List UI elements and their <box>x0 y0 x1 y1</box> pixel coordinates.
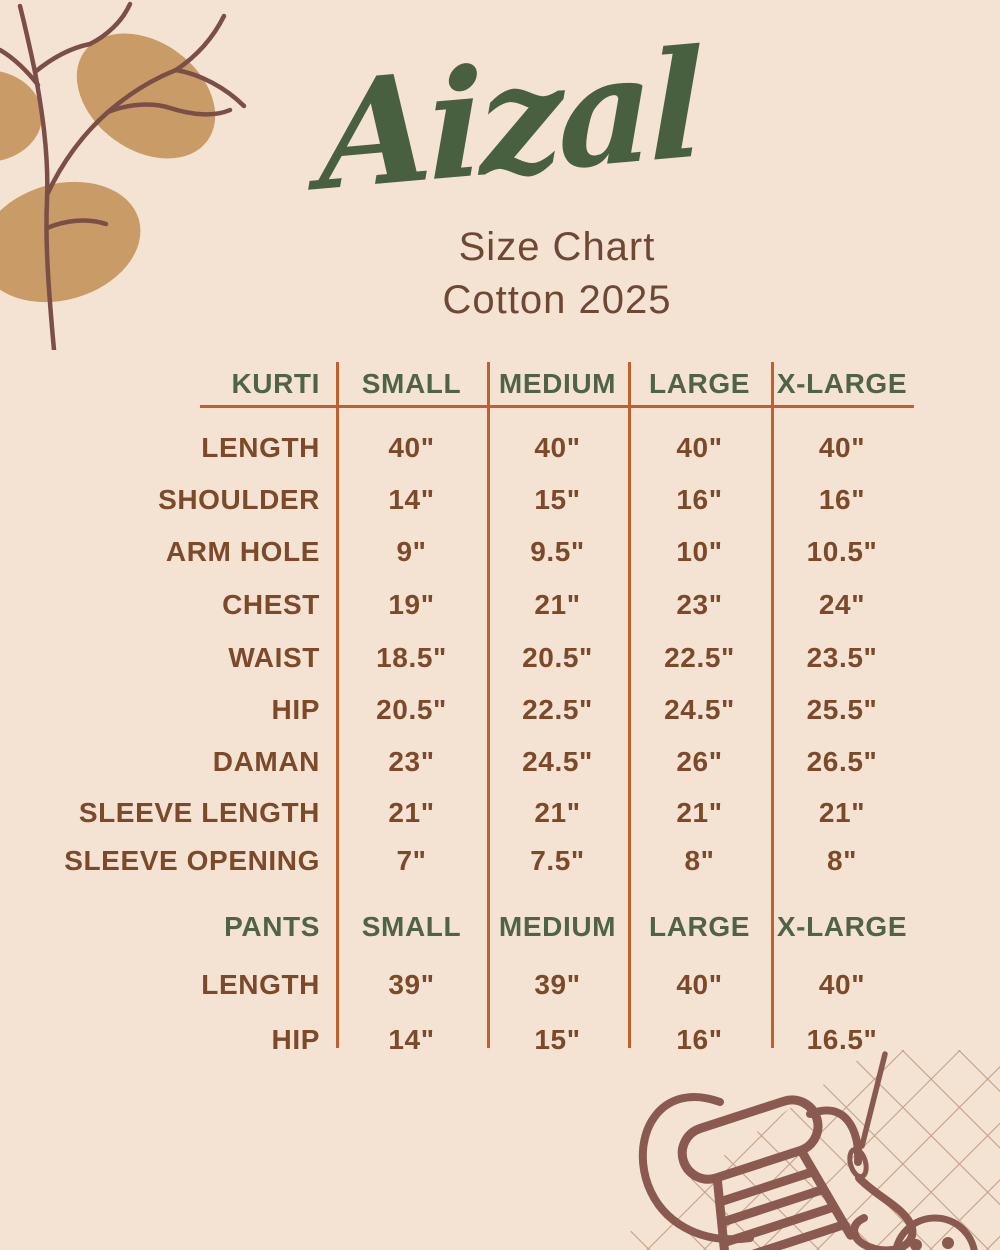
size-value-cell: 10" <box>676 536 723 567</box>
column-header-large: LARGE <box>649 911 750 942</box>
table-row-chest: CHEST 19" 21" 23" 24" <box>0 579 913 631</box>
row-label: SHOULDER <box>158 484 320 515</box>
size-value-cell: 22.5" <box>664 642 735 673</box>
size-value-cell: 14" <box>388 1024 435 1055</box>
column-header-medium: MEDIUM <box>498 911 617 942</box>
subtitle-size-chart: Size Chart <box>458 225 656 269</box>
size-value-cell: 24.5" <box>522 746 593 777</box>
size-value-cell: 9.5" <box>530 536 585 567</box>
size-value-cell: 8" <box>826 845 858 876</box>
row-label: SLEEVE OPENING <box>64 845 320 876</box>
row-label: HIP <box>271 694 320 725</box>
size-value-cell: 14" <box>388 484 435 515</box>
thread-spool-icon <box>677 1095 856 1250</box>
row-label: CHEST <box>222 589 320 620</box>
size-value-cell: 23" <box>388 746 435 777</box>
size-value-cell: 15" <box>534 484 581 515</box>
size-value-cell: 39" <box>388 969 435 1000</box>
table-grid-line <box>336 362 339 1048</box>
row-label: LENGTH <box>201 432 320 463</box>
table-grid-line <box>771 362 774 1048</box>
size-value-cell: 16" <box>676 1024 723 1055</box>
button-icon <box>892 1214 978 1250</box>
tan-blob <box>0 71 42 161</box>
column-header-xlarge: X-LARGE <box>776 911 908 942</box>
size-value-cell: 18.5" <box>376 642 447 673</box>
size-value-cell: 21" <box>818 797 866 828</box>
size-value-cell: 16.5" <box>806 1024 878 1055</box>
pants-section-label: PANTS <box>224 911 320 942</box>
tan-blob <box>0 181 141 303</box>
table-row-hip: HIP 20.5" 22.5" 24.5" 25.5" <box>0 684 913 736</box>
row-label: WAIST <box>228 642 320 673</box>
row-label: SLEEVE LENGTH <box>78 797 320 828</box>
size-value-cell: 40" <box>818 969 866 1000</box>
size-value-cell: 23.5" <box>806 642 878 673</box>
branch-twigs-icon <box>0 1 247 350</box>
table-row-shoulder: SHOULDER 14" 15" 16" 16" <box>0 474 913 526</box>
table-row-pants-hip: HIP 14" 15" 16" 16.5" <box>0 1014 913 1066</box>
table-row-sleeve-opening: SLEEVE OPENING 7" 7.5" 8" 8" <box>0 835 913 887</box>
size-value-cell: 24.5" <box>664 694 735 725</box>
size-value-cell: 26.5" <box>806 746 878 777</box>
table-row-waist: WAIST 18.5" 20.5" 22.5" 23.5" <box>0 632 913 684</box>
size-value-cell: 21" <box>676 797 723 828</box>
size-value-cell: 7" <box>396 845 427 876</box>
size-value-cell: 19" <box>388 589 435 620</box>
pants-header-row: PANTS SMALL MEDIUM LARGE X-LARGE <box>0 901 913 953</box>
column-header-large: LARGE <box>649 368 750 399</box>
size-value-cell: 16" <box>818 484 866 515</box>
column-header-small: SMALL <box>361 368 462 399</box>
table-row-length: LENGTH 40" 40" 40" 40" <box>0 422 913 474</box>
sewing-decoration <box>620 1050 1000 1250</box>
size-value-cell: 7.5" <box>530 845 585 876</box>
column-header-xlarge: X-LARGE <box>776 368 908 399</box>
table-row-arm-hole: ARM HOLE 9" 9.5" 10" 10.5" <box>0 526 913 578</box>
row-label: HIP <box>271 1024 320 1055</box>
subtitle-block: Size Chart Cotton 2025 <box>57 221 1000 327</box>
row-label: ARM HOLE <box>165 536 320 567</box>
column-header-medium: MEDIUM <box>498 368 617 399</box>
table-row-sleeve-length: SLEEVE LENGTH 21" 21" 21" 21" <box>0 787 913 839</box>
size-value-cell: 20.5" <box>522 642 593 673</box>
size-value-cell: 9" <box>396 536 427 567</box>
column-header-small: SMALL <box>361 911 462 942</box>
size-value-cell: 25.5" <box>806 694 878 725</box>
table-grid-line <box>487 362 490 1048</box>
size-value-cell: 10.5" <box>806 536 878 567</box>
size-value-cell: 8" <box>684 845 715 876</box>
kurti-header-row: KURTI SMALL MEDIUM LARGE X-LARGE <box>0 358 913 410</box>
size-value-cell: 40" <box>388 432 435 463</box>
size-value-cell: 21" <box>534 797 581 828</box>
table-header-underline <box>200 405 914 408</box>
size-value-cell: 21" <box>534 589 581 620</box>
size-value-cell: 39" <box>534 969 581 1000</box>
size-value-cell: 21" <box>388 797 435 828</box>
size-value-cell: 20.5" <box>376 694 447 725</box>
table-grid-line <box>628 362 631 1048</box>
kurti-section-label: KURTI <box>231 368 320 399</box>
size-value-cell: 40" <box>676 969 723 1000</box>
size-value-cell: 24" <box>818 589 866 620</box>
table-row-daman: DAMAN 23" 24.5" 26" 26.5" <box>0 736 913 788</box>
branch-decoration <box>0 1 247 350</box>
subtitle-cotton-year: Cotton 2025 <box>442 278 672 322</box>
table-row-pants-length: LENGTH 39" 39" 40" 40" <box>0 959 913 1011</box>
size-value-cell: 40" <box>676 432 723 463</box>
brand-title: Aizal <box>317 16 701 224</box>
size-value-cell: 26" <box>676 746 723 777</box>
needle-icon <box>847 1051 888 1180</box>
size-value-cell: 23" <box>676 589 723 620</box>
size-value-cell: 40" <box>534 432 581 463</box>
size-value-cell: 15" <box>534 1024 581 1055</box>
row-label: LENGTH <box>201 969 320 1000</box>
size-value-cell: 16" <box>676 484 723 515</box>
size-value-cell: 22.5" <box>522 694 593 725</box>
row-label: DAMAN <box>212 746 320 777</box>
size-value-cell: 40" <box>818 432 866 463</box>
